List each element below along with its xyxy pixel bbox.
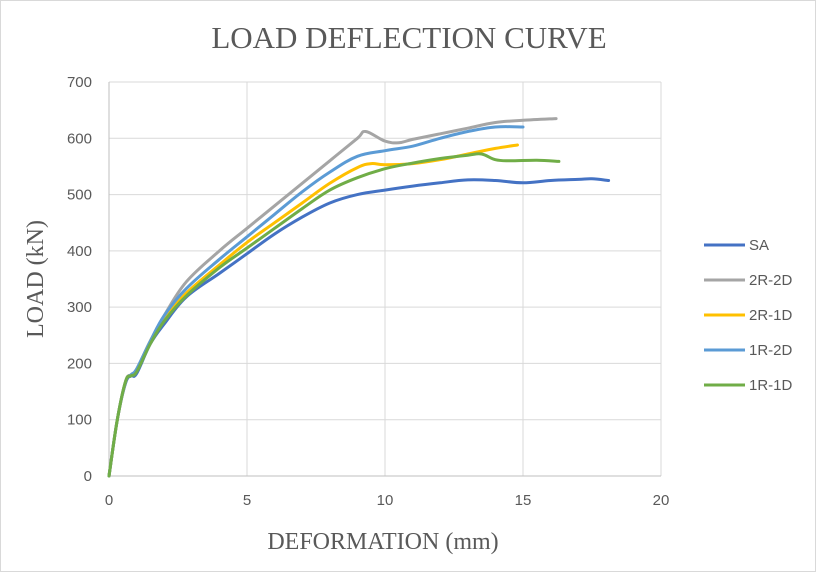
y-tick-label: 0: [84, 468, 92, 485]
y-tick-label: 600: [67, 130, 92, 147]
y-tick-label: 500: [67, 187, 92, 204]
y-tick-label: 200: [67, 355, 92, 372]
y-tick-label: 300: [67, 299, 92, 316]
series-line-2r-2d: [107, 117, 558, 478]
y-tick-label: 100: [67, 412, 92, 429]
gridlines: [109, 81, 662, 476]
x-tick-label: 5: [243, 492, 251, 509]
series-line-1r-1d: [107, 152, 561, 478]
x-tick-label: 15: [515, 492, 532, 509]
legend-label-sa: SA: [749, 237, 769, 254]
series-lines: [107, 117, 611, 478]
legend-label-2r-1d: 2R-1D: [749, 307, 793, 324]
x-tick-label: 0: [105, 492, 113, 509]
legend-label-2r-2d: 2R-2D: [749, 272, 793, 289]
y-tick-label: 700: [67, 74, 92, 91]
x-axis-title: DEFORMATION (mm): [267, 529, 498, 555]
legend-label-1r-2d: 1R-2D: [749, 342, 793, 359]
chart-title: LOAD DEFLECTION CURVE: [211, 20, 606, 55]
y-axis-title: LOAD (kN): [23, 220, 49, 338]
legend-label-1r-1d: 1R-1D: [749, 377, 793, 394]
x-tick-label: 20: [653, 492, 670, 509]
y-tick-label: 400: [67, 243, 92, 260]
legend: SA 2R-2D 2R-1D 1R-2D 1R-1D: [704, 237, 793, 394]
x-tick-label: 10: [377, 492, 394, 509]
series-line-sa: [107, 177, 611, 478]
axes: 0 100 200 300 400 500 600 700 0 5 10 15 20: [67, 74, 669, 509]
